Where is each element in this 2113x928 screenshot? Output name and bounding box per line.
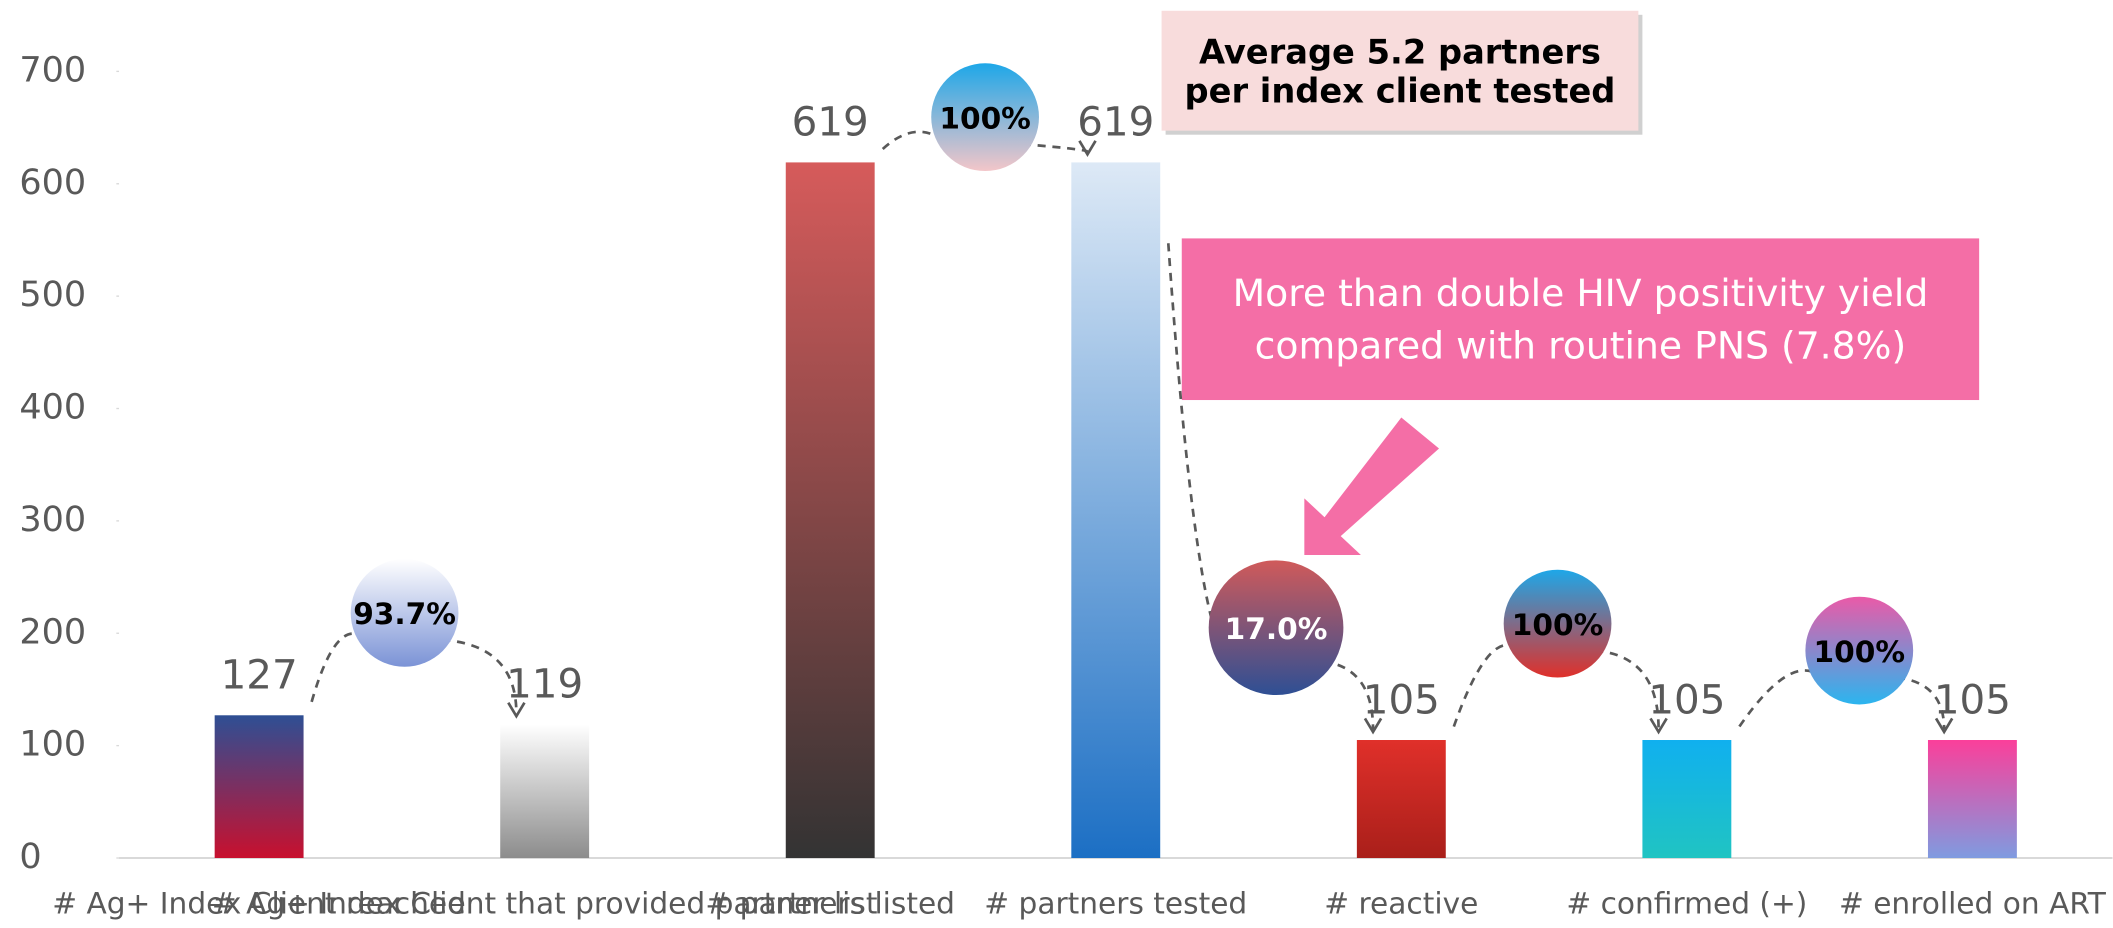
bar [1071,162,1161,858]
bar [1356,740,1446,858]
annotation-text: Average 5.2 partners per index client te… [1184,31,1616,110]
y-tick-label: 400 [19,387,86,428]
bar [500,724,590,858]
callout: More than double HIV positivity yield co… [1232,270,1929,368]
conversion-bubble [1805,596,1914,705]
conversion-bubble [1503,569,1612,678]
value-label: 105 [1648,675,1725,723]
y-tick-label: 200 [19,611,86,652]
conversion-label: 100% [939,100,1031,135]
arrowhead [1363,717,1383,735]
value-label: 105 [1934,675,2011,723]
value-label: 619 [1077,98,1154,146]
bar [785,162,875,858]
callout-arrow [1304,417,1440,555]
y-tick-label: 600 [19,162,86,203]
annotation: Average 5.2 partners per index client te… [1184,31,1616,110]
y-tick-label: 700 [19,49,86,90]
conversion-label: 100% [1814,634,1906,669]
conversion-label: 100% [1512,607,1604,642]
x-tick-label: # enrolled on ART [1839,886,2107,921]
arrowhead [507,702,526,719]
y-tick-label: 100 [19,724,86,765]
y-tick-label: 500 [19,274,86,315]
x-tick-label: # Ag+ Index Client reached [52,886,466,921]
x-tick-label: # partners listed [705,886,955,921]
x-tick-label: # confirmed (+) [1566,886,1807,921]
value-label: 619 [792,98,869,146]
x-tick-label: # reactive [1324,886,1478,921]
y-tick-label: 0 [19,836,41,877]
arrowhead [1078,140,1097,157]
value-label: 127 [221,651,298,699]
bar [214,715,304,858]
value-label: 105 [1363,675,1440,723]
conversion-label: 17.0% [1225,611,1328,646]
bar [1927,740,2017,858]
y-tick-label: 300 [19,499,86,540]
conversion-bubble [931,63,1039,172]
annotation-box [1161,10,1639,131]
value-label: 119 [506,660,583,708]
arrowhead [1649,717,1668,735]
conversion-label: 93.7% [353,596,456,631]
conversion-bubble [1208,560,1344,696]
bar [1642,740,1732,858]
x-tick-label: # partners tested [984,886,1247,921]
conversion-bubble [350,558,459,667]
callout-box [1181,238,1980,401]
arrowhead [1934,717,1954,735]
connector [1738,669,1946,730]
x-tick-label: # Ag+ Index Client that provided partner… [212,886,878,921]
callout-text: More than double HIV positivity yield co… [1232,270,1929,368]
